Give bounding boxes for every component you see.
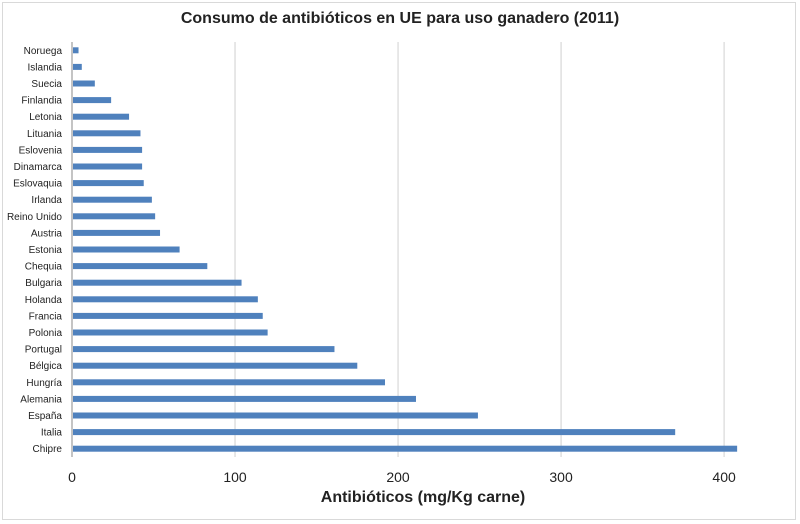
bar (73, 329, 268, 336)
category-label: Bulgaria (25, 278, 62, 289)
bar (73, 429, 676, 436)
category-label: Eslovenia (19, 145, 63, 156)
bar (73, 196, 152, 203)
category-label: Chipre (33, 444, 63, 455)
bar (73, 146, 143, 153)
x-tick-label: 0 (68, 469, 76, 485)
category-label: Islandia (28, 62, 63, 73)
category-label: Bélgica (29, 361, 62, 372)
category-label: Reino Unido (7, 212, 62, 223)
bar (73, 113, 130, 120)
bar (73, 412, 478, 419)
bar (73, 379, 386, 386)
bar (73, 445, 738, 452)
x-axis-title: Antibióticos (mg/Kg carne) (320, 489, 526, 506)
chart-title: Consumo de antibióticos en UE para uso g… (180, 10, 620, 27)
bar (73, 130, 141, 137)
bar (73, 163, 143, 170)
category-label: Suecia (31, 79, 62, 90)
category-label: España (28, 411, 62, 422)
bar (73, 346, 335, 353)
category-label: Noruega (24, 46, 63, 57)
category-label: Polonia (29, 328, 63, 339)
x-tick-label: 300 (549, 469, 573, 485)
bar (73, 229, 161, 236)
x-tick-label: 200 (386, 469, 410, 485)
category-label: Alemania (20, 394, 62, 405)
bar (73, 47, 79, 54)
category-label: Holanda (25, 295, 63, 306)
category-label: Austria (31, 228, 63, 239)
x-tick-label: 100 (223, 469, 247, 485)
bar (73, 312, 263, 319)
x-tick-label: 400 (712, 469, 736, 485)
category-label: Estonia (29, 245, 63, 256)
bar (73, 362, 358, 369)
bar (73, 395, 416, 402)
bar (73, 279, 242, 286)
category-label: Finlandia (21, 96, 62, 107)
bar (73, 80, 95, 87)
bar (73, 296, 258, 303)
bar (73, 246, 180, 253)
category-label: Francia (29, 311, 63, 322)
category-label: Letonia (29, 112, 62, 123)
bar (73, 63, 82, 70)
category-label: Portugal (25, 345, 62, 356)
category-label: Hungría (26, 378, 62, 389)
bar (73, 263, 208, 270)
category-label: Italia (41, 428, 63, 439)
bar (73, 213, 156, 220)
category-label: Dinamarca (14, 162, 63, 173)
category-label: Chequia (25, 262, 63, 273)
bar (73, 97, 112, 104)
category-label: Irlanda (31, 195, 62, 206)
category-label: Eslovaquia (13, 179, 62, 190)
category-label: Lituania (27, 129, 62, 140)
bar (73, 180, 144, 187)
